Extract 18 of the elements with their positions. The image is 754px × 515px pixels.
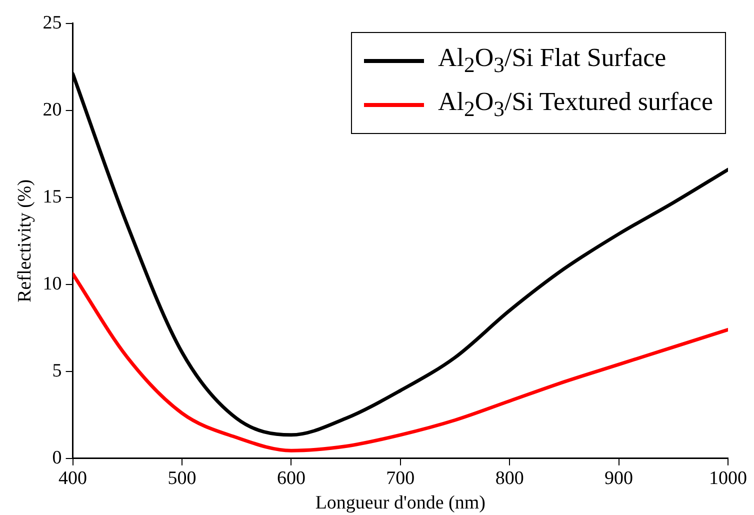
x-tick-label: 700: [386, 468, 415, 489]
x-tick-label: 800: [495, 468, 524, 489]
y-tick-label: 0: [52, 447, 62, 468]
x-tick-label: 1000: [709, 468, 747, 489]
x-tick-label: 400: [58, 468, 88, 489]
legend-label: Al$_{2}$O$_{3}$/Si Flat Surface: [438, 43, 666, 79]
y-tick-label: 15: [42, 186, 62, 208]
y-tick-label: 25: [42, 12, 62, 34]
y-tick-label: 5: [52, 360, 62, 382]
line-series: [72, 272, 728, 452]
x-tick-label: 600: [276, 468, 306, 489]
y-tick-label: 20: [42, 99, 62, 120]
y-axis-title: Reflectivity (%): [14, 179, 36, 302]
x-axis-title: Longueur d'onde (nm): [315, 492, 486, 514]
y-tick-label: 10: [42, 273, 62, 294]
legend-label: Al$_{2}$O$_{3}$/Si Textured surface: [438, 87, 713, 123]
x-tick-label: 500: [168, 468, 196, 489]
x-tick-label: 900: [604, 468, 634, 489]
